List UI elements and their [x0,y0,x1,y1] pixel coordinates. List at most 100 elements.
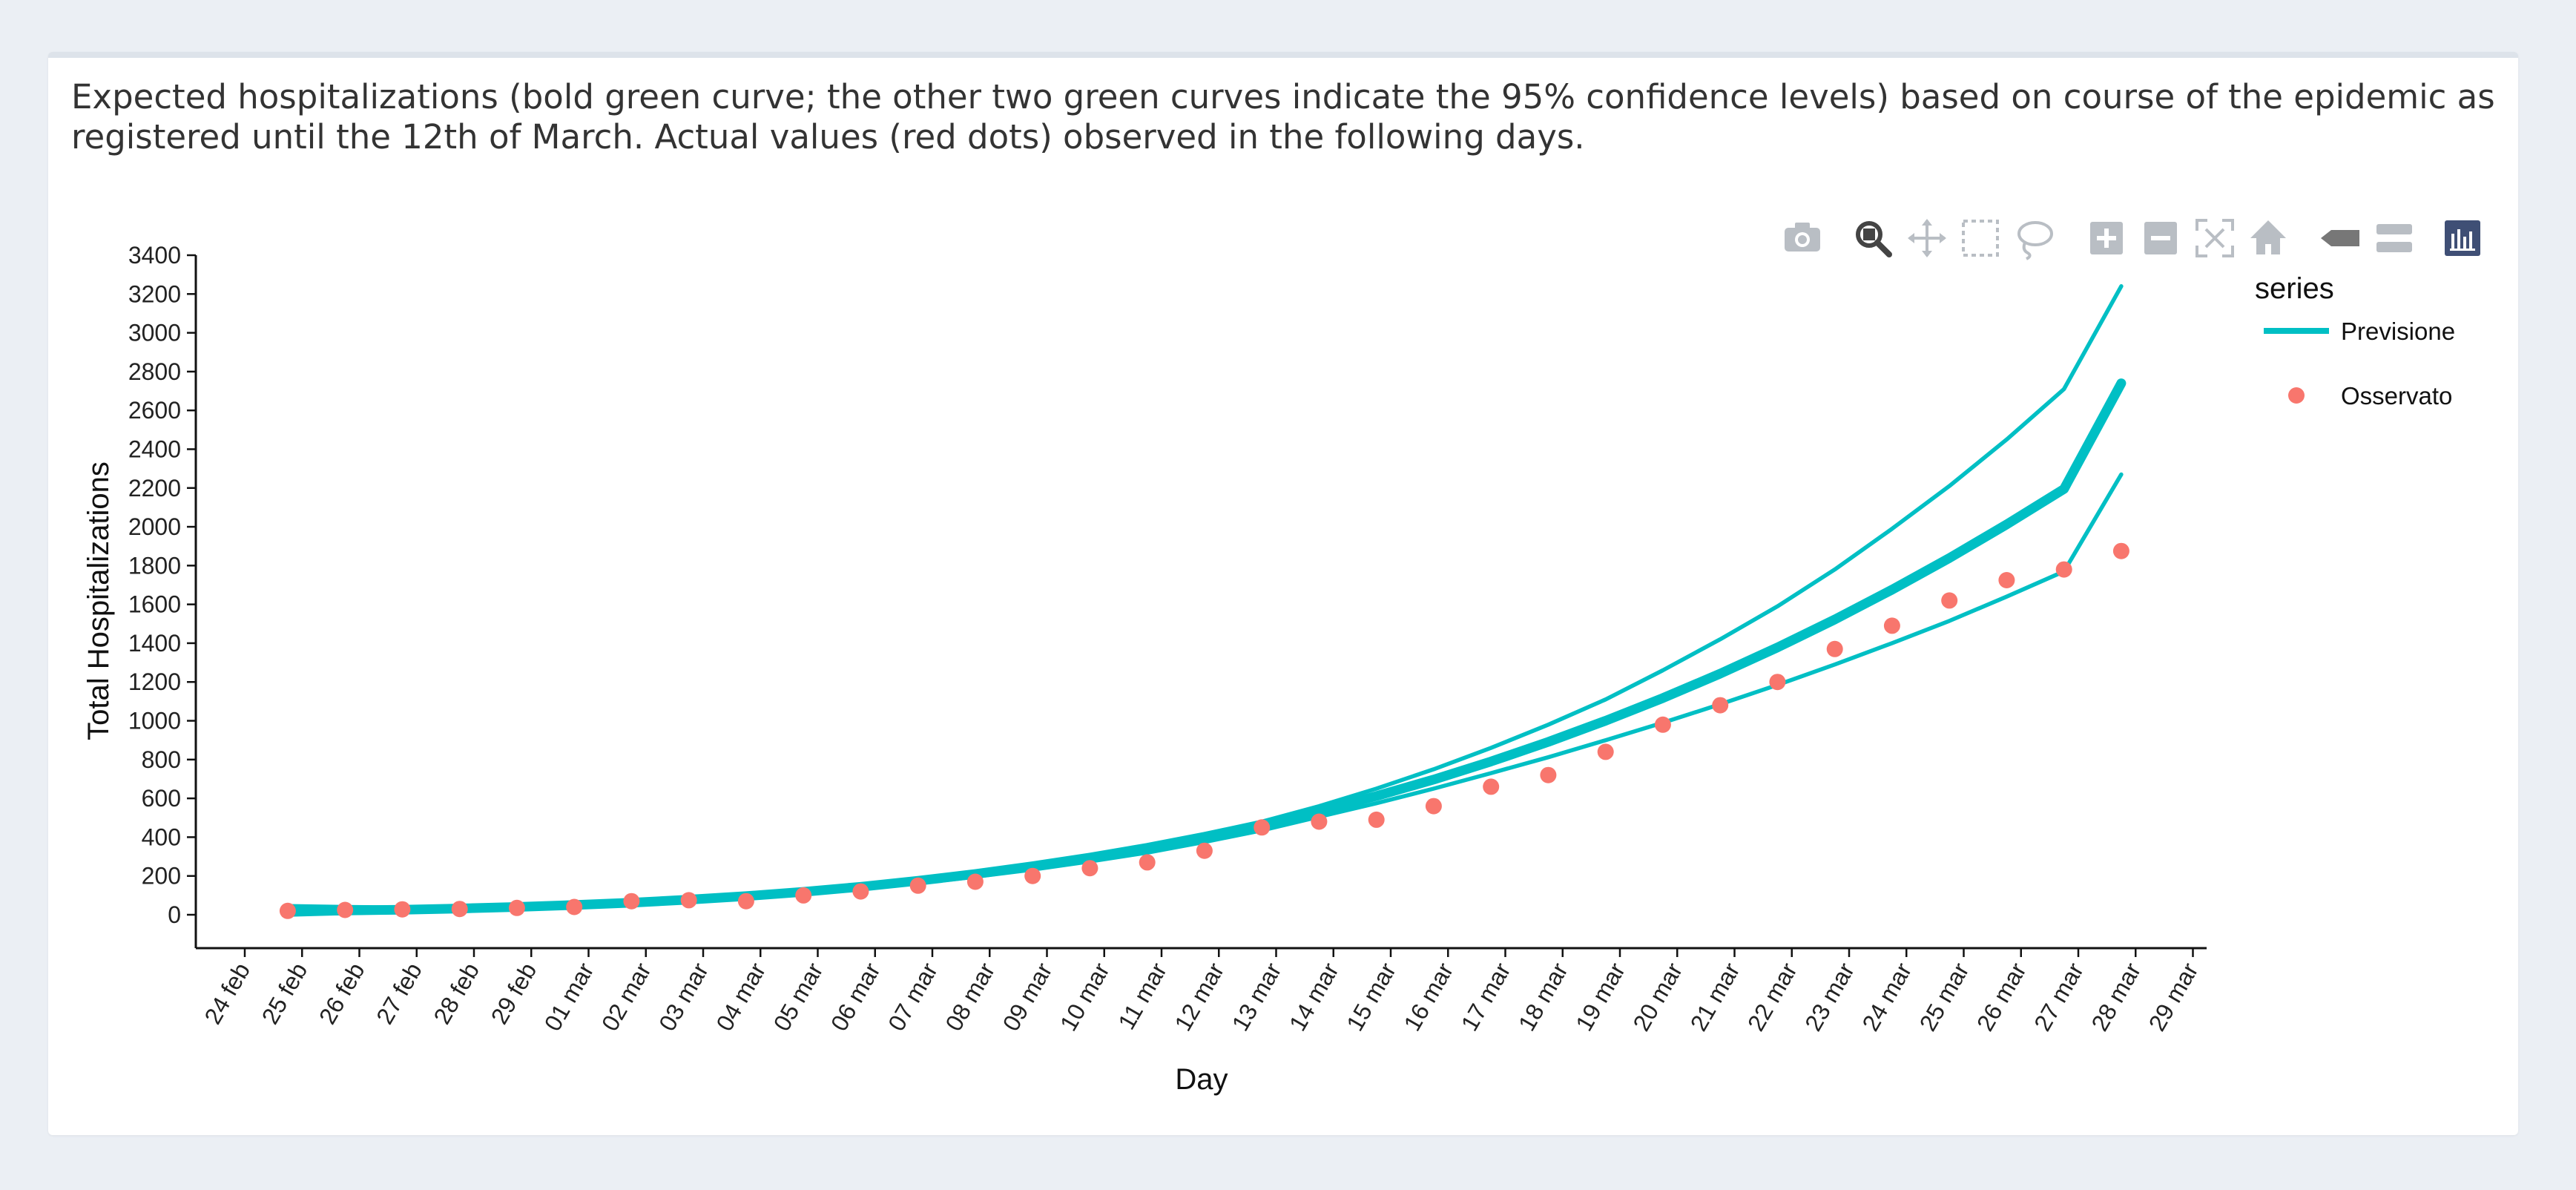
legend-swatch-dot [2288,387,2305,404]
compare-hover-icon[interactable] [2376,224,2412,252]
y-tick-label: 1200 [128,668,181,695]
observed-point[interactable] [566,898,583,915]
camera-icon[interactable] [1785,223,1820,252]
y-tick: 2200 [128,475,196,502]
upper-confidence-line[interactable] [286,284,2124,910]
plot-area[interactable]: 0 200 400 600 800 1000 1200 1400 1600 1800 2000 220… [82,242,2207,1096]
x-tick-label: 17 mar [1456,958,1516,1036]
observed-point[interactable] [1826,640,1843,657]
y-tick-label: 600 [142,785,181,812]
y-tick: 1800 [128,552,196,579]
x-tick: 21 mar [1685,948,1745,1036]
x-tick: 29 mar [2144,948,2204,1036]
x-tick: 03 mar [653,948,714,1036]
observed-point[interactable] [1998,572,2015,588]
x-tick: 26 mar [1971,948,2032,1036]
y-tick: 400 [142,824,196,850]
y-tick-label: 2600 [128,397,181,424]
observed-point[interactable] [1483,778,1500,795]
x-tick: 12 mar [1169,948,1229,1036]
observed-point[interactable] [2112,542,2129,559]
observed-point[interactable] [279,902,296,919]
observed-point[interactable] [852,883,869,900]
observed-point[interactable] [337,901,354,918]
observed-point[interactable] [1024,867,1041,884]
legend-title: series [2255,272,2334,305]
x-tick-label: 22 mar [1742,958,1802,1036]
y-tick: 3200 [128,280,196,307]
y-tick: 1600 [128,591,196,618]
observed-point[interactable] [623,892,640,910]
forecast-line[interactable] [283,378,2127,916]
x-tick-label: 05 mar [768,958,829,1036]
observed-point[interactable] [737,892,754,910]
lower-confidence-line[interactable] [286,472,2124,917]
observed-point[interactable] [1254,819,1271,836]
x-tick: 02 mar [596,948,656,1036]
observed-point[interactable] [909,877,926,894]
y-tick: 3000 [128,320,196,346]
zoom-icon[interactable] [1856,221,1892,257]
observed-point[interactable] [1712,697,1729,714]
observed-point[interactable] [966,873,984,890]
pan-icon[interactable] [1908,219,1946,257]
x-tick-label: 20 mar [1627,958,1687,1036]
y-tick: 800 [142,746,196,773]
x-tick: 17 mar [1456,948,1516,1036]
observed-point[interactable] [1196,842,1213,859]
zoom-in-icon[interactable] [2090,222,2123,254]
observed-point[interactable] [795,887,812,904]
x-tick: 01 mar [539,948,599,1036]
x-tick: 11 mar [1113,948,1172,1034]
observed-point[interactable] [1139,854,1156,871]
x-tick: 06 mar [826,948,886,1036]
observed-point[interactable] [508,899,525,916]
x-tick: 28 mar [2086,948,2146,1036]
y-tick-label: 2800 [128,358,181,385]
observed-point[interactable] [680,892,697,909]
y-axis-title: Total Hospitalizations [82,461,115,740]
lasso-select-icon[interactable] [2017,221,2053,260]
y-tick-label: 3000 [128,320,181,346]
legend-item-previsione[interactable]: Previsione [2264,318,2455,345]
observed-point[interactable] [2055,561,2072,578]
y-tick-label: 1400 [128,630,181,657]
observed-point[interactable] [1311,813,1328,830]
x-tick: 25 mar [1914,948,1974,1036]
y-tick-label: 200 [142,863,181,890]
spike-lines-icon[interactable] [2321,230,2359,246]
observed-point[interactable] [451,901,468,918]
y-tick: 2400 [128,435,196,462]
x-tick: 09 mar [998,948,1058,1036]
observed-point[interactable] [1368,811,1385,828]
observed-point[interactable] [1597,743,1614,760]
x-tick: 18 mar [1513,948,1573,1036]
observed-point[interactable] [1769,674,1786,691]
legend-item-osservato[interactable]: Osservato [2288,382,2452,410]
y-tick: 200 [142,863,196,890]
x-tick-label: 04 mar [711,958,771,1036]
y-tick-label: 400 [142,824,181,850]
autoscale-icon[interactable] [2195,219,2234,257]
x-tick-label: 19 mar [1570,958,1630,1036]
y-tick: 1000 [128,708,196,734]
observed-point[interactable] [1540,766,1557,783]
x-tick: 16 mar [1398,948,1458,1036]
box-select-icon[interactable] [1962,220,1999,257]
observed-point[interactable] [1654,716,1671,733]
y-tick: 1200 [128,668,196,695]
x-tick-label: 13 mar [1227,958,1287,1036]
observed-point[interactable] [1425,798,1442,815]
observed-point[interactable] [1081,860,1098,877]
x-tick-label: 28 feb [428,959,484,1029]
observed-point[interactable] [1883,617,1900,634]
x-tick-label: 28 mar [2086,958,2146,1036]
observed-point[interactable] [394,901,411,918]
observed-point[interactable] [1941,592,1958,609]
chart-caption: Expected hospitalizations (bold green cu… [71,77,2495,157]
x-tick-label: 14 mar [1284,958,1344,1036]
plotly-logo-icon[interactable] [2445,220,2480,256]
reset-axes-icon[interactable] [2250,220,2286,254]
zoom-out-icon[interactable] [2144,222,2177,254]
